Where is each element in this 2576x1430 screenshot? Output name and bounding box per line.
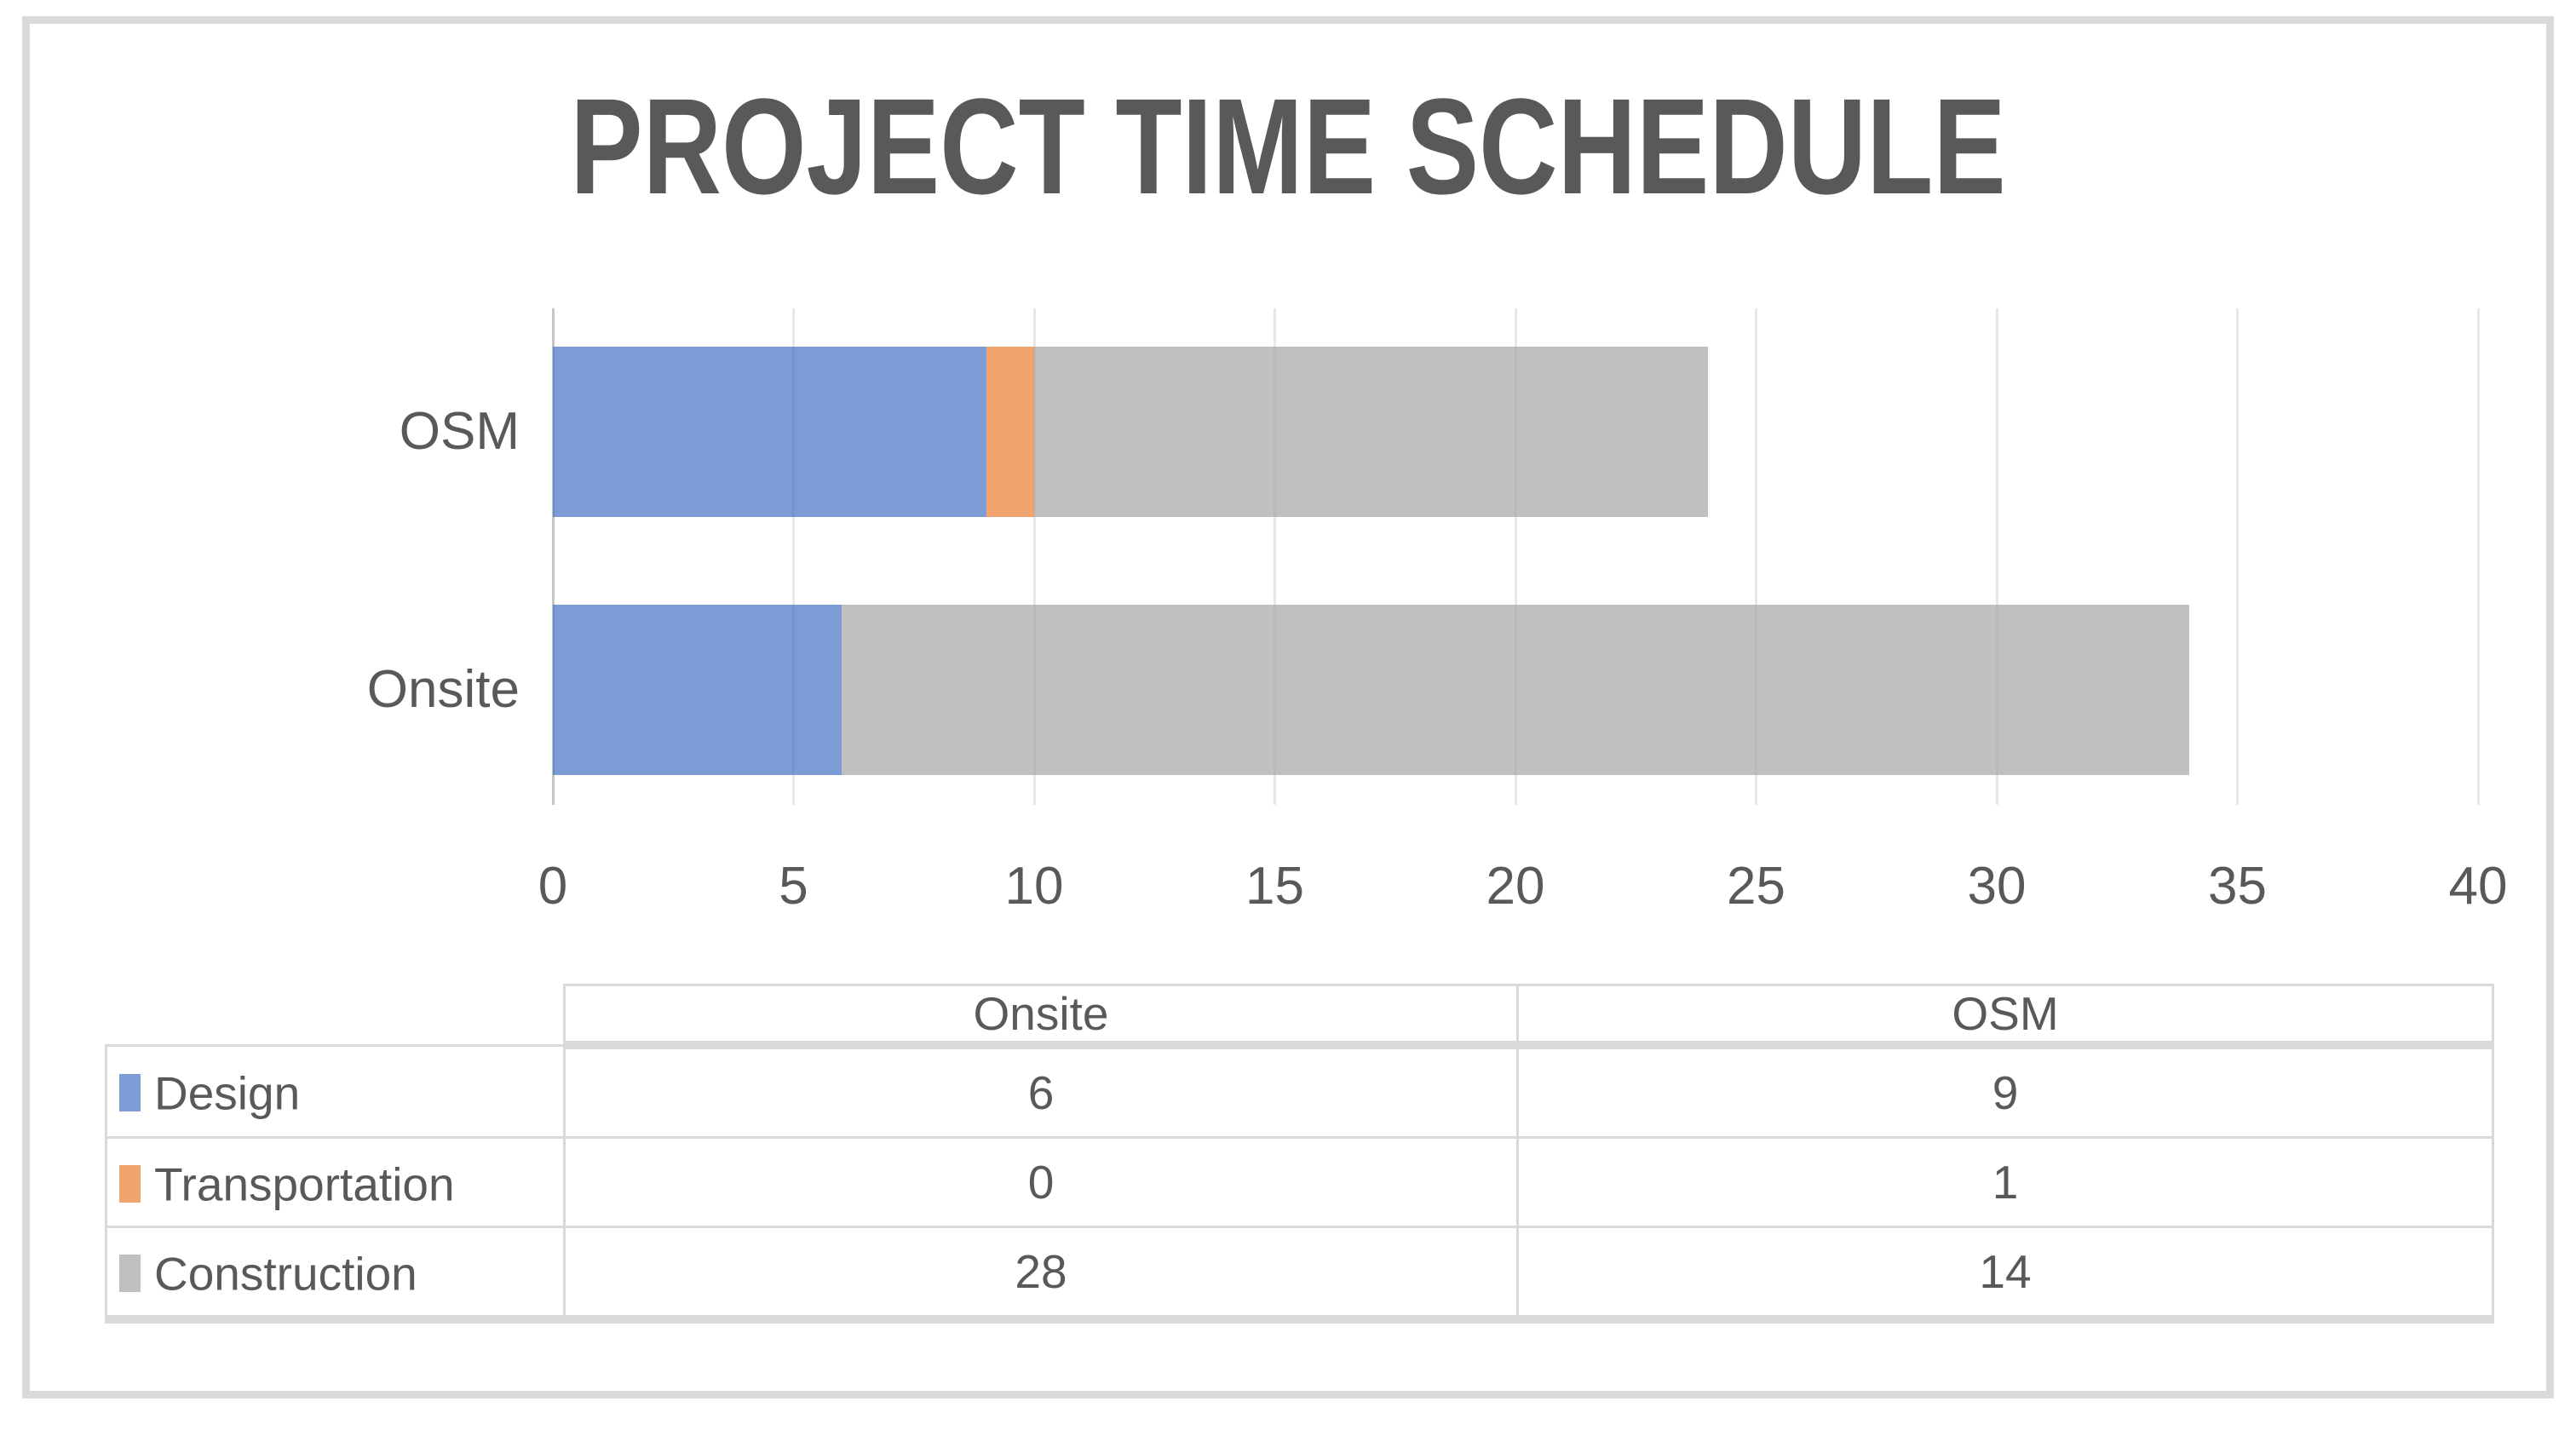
- x-gridline: [1514, 308, 1517, 805]
- table-value-onsite-construction: 28: [563, 1226, 1519, 1324]
- table-column-header-osm: OSM: [1516, 984, 2494, 1049]
- x-axis-tick-label: 40: [2448, 857, 2508, 916]
- x-axis-tick-label: 10: [1004, 857, 1064, 916]
- table-value-osm-design: 9: [1516, 1043, 2494, 1139]
- table-column-header-onsite: Onsite: [563, 984, 1519, 1049]
- table-row-design: Design 6 9: [105, 1043, 2494, 1139]
- x-gridline: [1032, 308, 1036, 805]
- y-axis-line: [551, 308, 555, 805]
- table-value-onsite-design: 6: [563, 1043, 1519, 1139]
- legend-cell-transportation: Transportation: [105, 1136, 566, 1228]
- x-gridline: [2236, 308, 2239, 805]
- legend-swatch-construction: [119, 1255, 141, 1293]
- x-axis-tick-label: 35: [2208, 857, 2267, 916]
- bar-segment-onsite-design: [553, 605, 842, 775]
- chart-title: PROJECT TIME SCHEDULE: [570, 70, 2006, 222]
- x-axis-tick-label: 0: [538, 857, 568, 916]
- table-value-onsite-transportation: 0: [563, 1136, 1519, 1228]
- bar-segment-onsite-construction: [842, 605, 2189, 775]
- x-axis-tick-label: 5: [779, 857, 808, 916]
- category-label-onsite: Onsite: [366, 660, 520, 719]
- table-row-construction: Construction 28 14: [105, 1226, 2494, 1324]
- table-row-transportation: Transportation 0 1: [105, 1136, 2494, 1228]
- legend-swatch-transportation: [119, 1165, 141, 1203]
- data-table: Onsite OSM Design 6 9 Transportation 0 1 Constr…: [105, 984, 2494, 1324]
- bar-segment-osm-transportation: [986, 347, 1034, 517]
- category-label-osm: OSM: [399, 402, 520, 461]
- x-gridline: [792, 308, 795, 805]
- legend-cell-design: Design: [105, 1043, 566, 1139]
- x-axis-tick-label: 15: [1245, 857, 1304, 916]
- bar-segment-osm-design: [553, 347, 986, 517]
- x-axis-tick-label: 25: [1727, 857, 1785, 916]
- x-gridline: [1274, 308, 1276, 805]
- table-corner-cell: [106, 985, 565, 1046]
- table-value-osm-construction: 14: [1516, 1226, 2494, 1324]
- legend-label: Design: [154, 1066, 301, 1120]
- x-axis-tick-label: 20: [1486, 857, 1545, 916]
- x-axis-tick-label: 30: [1967, 857, 2027, 916]
- table-value-osm-transportation: 1: [1516, 1136, 2494, 1228]
- bar-segment-osm-construction: [1034, 347, 1708, 517]
- x-gridline: [1995, 308, 1998, 805]
- x-gridline: [2476, 308, 2480, 805]
- legend-label: Construction: [154, 1247, 417, 1301]
- table-header-row: Onsite OSM: [106, 984, 2494, 1049]
- legend-label: Transportation: [154, 1157, 455, 1211]
- legend-cell-construction: Construction: [105, 1226, 566, 1324]
- legend-swatch-design: [119, 1074, 141, 1112]
- x-gridline: [1755, 308, 1757, 805]
